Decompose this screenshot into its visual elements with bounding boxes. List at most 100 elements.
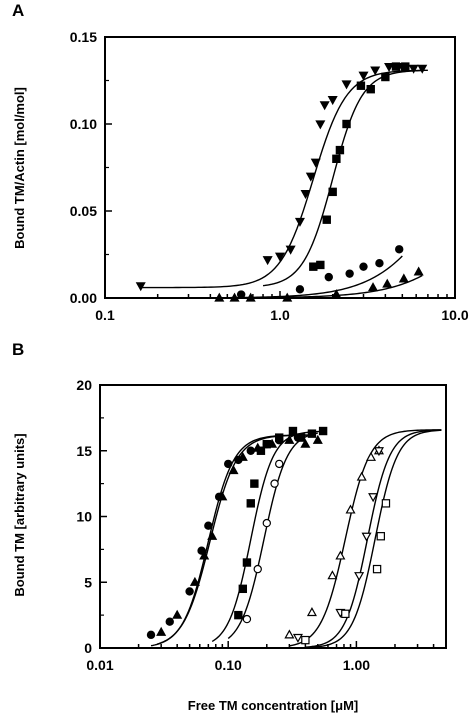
series-3-point bbox=[288, 426, 298, 436]
series-6-point bbox=[373, 447, 384, 457]
y-tick-label: 10 bbox=[76, 509, 92, 525]
series-1-point bbox=[341, 80, 352, 90]
panel-b-label: B bbox=[12, 340, 24, 359]
x-axis-title: Free TM concentration [μM] bbox=[188, 698, 358, 713]
series-4-point bbox=[214, 292, 225, 302]
series-3-point bbox=[246, 499, 255, 508]
series-2-point bbox=[366, 84, 375, 94]
series-1-point bbox=[408, 64, 419, 74]
series-2-point bbox=[309, 262, 318, 271]
series-1-point bbox=[370, 66, 381, 76]
x-tick-label: 0.01 bbox=[86, 657, 113, 673]
series-5-point bbox=[327, 570, 338, 580]
series-2-point bbox=[322, 215, 331, 224]
series-2-point bbox=[189, 576, 200, 586]
series-7-point bbox=[381, 499, 391, 508]
series-4-point bbox=[242, 614, 252, 624]
series-2-point bbox=[228, 465, 239, 475]
series-6-point bbox=[368, 493, 379, 503]
series-5-point bbox=[306, 607, 317, 617]
series-3-point bbox=[318, 426, 328, 436]
series-6-point bbox=[292, 633, 303, 643]
series-1-point bbox=[274, 252, 286, 262]
y-tick-label: 0.10 bbox=[70, 116, 97, 132]
series-7-point bbox=[372, 564, 382, 574]
series-3-point bbox=[262, 439, 271, 449]
series-3-fit-curve bbox=[211, 430, 324, 643]
series-2-point bbox=[199, 550, 210, 560]
series-2-point bbox=[300, 438, 311, 448]
series-4-point bbox=[367, 282, 379, 292]
series-2-fit-curve bbox=[157, 434, 312, 645]
series-1-point bbox=[223, 459, 233, 469]
series-2-point bbox=[217, 491, 228, 501]
series-4-point bbox=[382, 278, 393, 288]
y-tick-label: 0 bbox=[84, 640, 92, 656]
series-3-point bbox=[242, 558, 252, 567]
panel-b-chart: 0.01 0.10 1.00 0 5 10 15 20 Bound TM [arbitrary … bbox=[12, 377, 447, 713]
series-7-point bbox=[301, 635, 310, 645]
series-3-point bbox=[359, 262, 368, 271]
series-2-point bbox=[381, 72, 390, 82]
series-1-point bbox=[262, 256, 273, 266]
plot-frame bbox=[99, 384, 447, 649]
series-2-point bbox=[237, 451, 248, 461]
series-6-fit-curve bbox=[305, 429, 442, 648]
panel-a-chart: 0.1 1.0 10.0 0.00 0.05 0.10 0.15 Bound TM/Actin… bbox=[12, 29, 469, 323]
series-2-point bbox=[316, 260, 325, 270]
series-3-point bbox=[234, 610, 243, 620]
series-4-point bbox=[331, 289, 342, 299]
series-1-point bbox=[327, 96, 338, 106]
series-4-fit-curve bbox=[227, 432, 318, 640]
series-1-point bbox=[315, 120, 326, 130]
series-3-point bbox=[236, 290, 246, 299]
series-1-point bbox=[204, 521, 213, 530]
series-5-point bbox=[345, 504, 356, 514]
series-4-point bbox=[270, 479, 279, 488]
x-tick-label: 1.00 bbox=[343, 657, 370, 673]
y-tick-label: 5 bbox=[84, 574, 92, 590]
series-1-point bbox=[310, 158, 321, 168]
series-3-point bbox=[256, 446, 266, 455]
y-tick-label: 20 bbox=[76, 377, 92, 393]
series-2-point bbox=[342, 119, 351, 129]
series-2-point bbox=[356, 81, 366, 90]
series-7-point bbox=[376, 532, 385, 541]
series-2-point bbox=[401, 62, 410, 71]
series-5-point bbox=[335, 550, 346, 560]
series-1-point bbox=[146, 630, 156, 640]
series-1-point bbox=[135, 282, 146, 292]
series-2-point bbox=[332, 154, 341, 163]
series-5-point bbox=[365, 451, 377, 461]
series-1-point bbox=[294, 217, 305, 227]
series-4-point bbox=[398, 273, 409, 283]
series-3-point bbox=[324, 272, 333, 282]
series-7-fit-curve bbox=[311, 429, 442, 648]
series-4-point bbox=[413, 266, 424, 276]
series-2-fit-curve bbox=[262, 69, 423, 287]
series-2-point bbox=[328, 187, 337, 197]
series-1-point bbox=[305, 172, 316, 182]
series-1-point bbox=[384, 62, 395, 73]
series-5-point bbox=[284, 629, 295, 639]
series-2-point bbox=[156, 626, 167, 636]
series-1-point bbox=[319, 101, 330, 111]
series-1-fit-curve bbox=[140, 69, 428, 289]
series-4-point bbox=[262, 518, 271, 528]
y-tick-label: 15 bbox=[76, 443, 92, 459]
series-1-point bbox=[285, 245, 296, 255]
x-tick-label: 0.10 bbox=[215, 657, 242, 673]
series-2-point bbox=[391, 62, 401, 71]
y-tick-label: 0.00 bbox=[70, 290, 97, 306]
series-1-point bbox=[417, 64, 428, 74]
series-2-point bbox=[172, 609, 183, 619]
series-4-point bbox=[245, 292, 256, 302]
series-2-point bbox=[207, 530, 218, 540]
x-tick-label: 1.0 bbox=[270, 307, 290, 323]
series-2-point bbox=[335, 145, 345, 155]
series-3-point bbox=[295, 285, 305, 294]
series-3-point bbox=[395, 245, 404, 254]
panel-a-label: A bbox=[12, 1, 24, 20]
series-3-point bbox=[375, 259, 384, 268]
